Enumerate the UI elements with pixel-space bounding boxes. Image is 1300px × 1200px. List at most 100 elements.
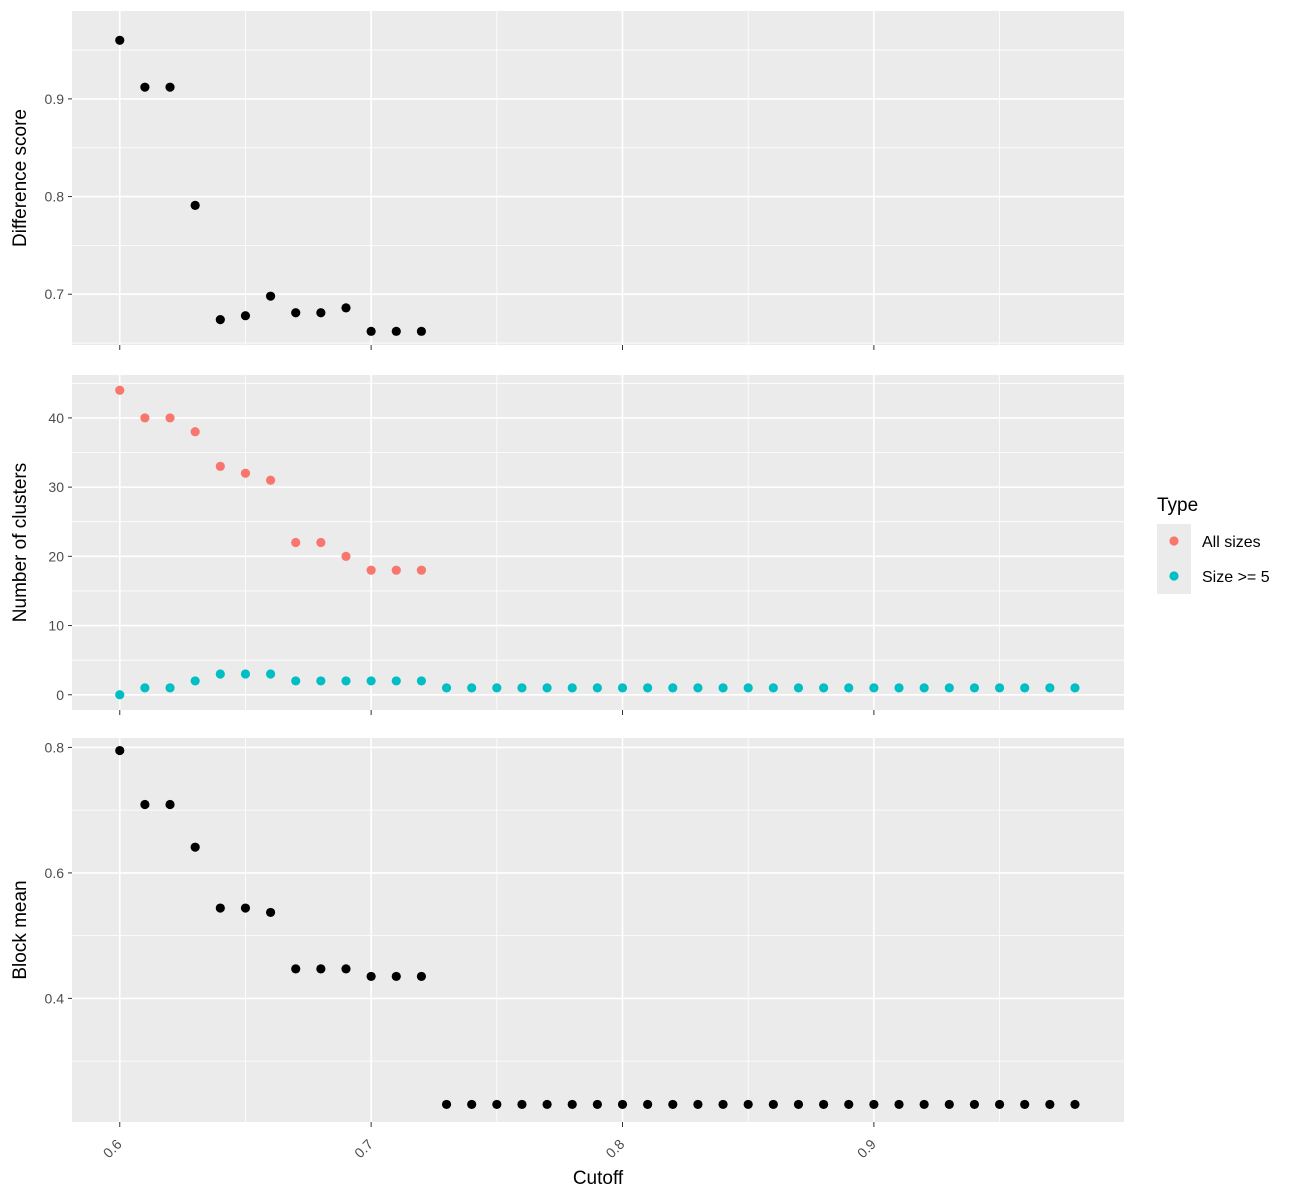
y-tick-label: 0.8 <box>45 739 65 755</box>
data-point <box>819 1099 829 1110</box>
data-point <box>190 676 200 686</box>
data-point <box>1020 1099 1030 1110</box>
data-point <box>115 745 125 756</box>
y-tick-label: 40 <box>48 410 64 426</box>
data-point <box>341 676 351 686</box>
data-point <box>115 385 125 395</box>
legend-entries: All sizes Size >= 5 <box>1169 534 1270 586</box>
data-point <box>919 683 929 693</box>
panel-background <box>72 375 1124 710</box>
data-point <box>341 303 351 313</box>
data-point <box>919 1099 929 1110</box>
x-tick-label: 0.9 <box>854 1136 879 1161</box>
data-point <box>894 683 904 693</box>
data-point <box>969 1099 980 1110</box>
panel-background <box>72 11 1124 345</box>
data-point <box>643 1099 653 1110</box>
data-point <box>492 683 502 693</box>
data-point <box>366 565 376 575</box>
data-point <box>291 964 301 974</box>
data-point <box>316 537 326 548</box>
panel-1: 0.7 0.8 0.9 Difference score <box>10 11 1124 350</box>
legend-label: Size >= 5 <box>1202 569 1270 586</box>
data-point <box>869 1099 879 1110</box>
y-tick-label: 0.9 <box>45 91 65 107</box>
data-point <box>743 683 753 693</box>
data-point <box>693 683 703 693</box>
data-point <box>869 683 879 693</box>
data-point <box>391 971 401 982</box>
data-point <box>240 903 251 913</box>
data-point <box>693 1099 703 1110</box>
data-point <box>391 326 401 336</box>
legend-key-background <box>1157 524 1191 594</box>
data-point <box>542 1099 552 1110</box>
data-point <box>341 964 351 974</box>
data-point <box>316 676 326 686</box>
data-point <box>416 326 427 336</box>
data-point <box>240 468 251 478</box>
x-tick-label: 0.8 <box>602 1136 627 1161</box>
data-point <box>416 565 427 575</box>
data-point <box>366 676 376 686</box>
data-point <box>441 1099 452 1110</box>
data-point <box>894 1099 904 1110</box>
data-point <box>768 683 778 693</box>
data-point <box>165 683 175 693</box>
data-point <box>391 676 401 686</box>
legend-key <box>1169 536 1179 546</box>
data-point <box>316 964 326 974</box>
data-point <box>768 1099 778 1110</box>
data-point <box>291 676 301 686</box>
data-point <box>718 1099 728 1110</box>
data-point <box>140 82 150 92</box>
data-point <box>819 683 829 693</box>
panel-2: 0 10 20 30 40 Number of clusters <box>10 375 1124 715</box>
data-point <box>391 565 401 575</box>
legend-label: All sizes <box>1202 534 1261 551</box>
data-point <box>165 799 175 810</box>
y-axis-title: Number of clusters <box>10 463 31 622</box>
data-point <box>969 683 980 693</box>
data-point <box>844 683 854 693</box>
data-point <box>140 683 150 693</box>
data-point <box>265 475 276 485</box>
data-point <box>140 413 150 423</box>
data-point <box>793 1099 804 1110</box>
y-tick-label: 0.6 <box>45 865 65 881</box>
data-point <box>341 551 351 561</box>
x-axis-title: Cutoff <box>573 1168 624 1189</box>
data-point <box>994 1099 1005 1110</box>
data-point <box>115 35 125 45</box>
data-point <box>190 842 200 852</box>
series-points <box>115 385 427 575</box>
data-point <box>441 683 452 693</box>
data-point <box>240 311 251 321</box>
data-point <box>467 1099 477 1110</box>
y-tick-label: 0.4 <box>45 990 65 1006</box>
y-axis-title: Difference score <box>10 109 31 247</box>
data-point <box>592 1099 602 1110</box>
data-point <box>291 308 301 318</box>
legend-title: Type <box>1157 495 1198 516</box>
legend: Type All sizes Size >= 5 <box>1157 495 1270 594</box>
data-point <box>265 907 276 918</box>
series-points <box>115 669 1080 700</box>
data-point <box>416 676 427 686</box>
data-point <box>643 683 653 693</box>
data-point <box>265 669 276 679</box>
data-point <box>844 1099 854 1110</box>
data-point <box>291 537 301 548</box>
y-tick-label: 0 <box>56 687 64 703</box>
data-point <box>416 971 427 982</box>
data-point <box>165 82 175 92</box>
x-tick-label: 0.6 <box>100 1136 125 1161</box>
data-point <box>1070 683 1080 693</box>
data-point <box>517 683 527 693</box>
data-point <box>366 326 376 336</box>
y-tick-label: 20 <box>48 548 64 564</box>
data-point <box>718 683 728 693</box>
y-tick-label: 0.8 <box>45 189 65 205</box>
data-point <box>190 427 200 437</box>
